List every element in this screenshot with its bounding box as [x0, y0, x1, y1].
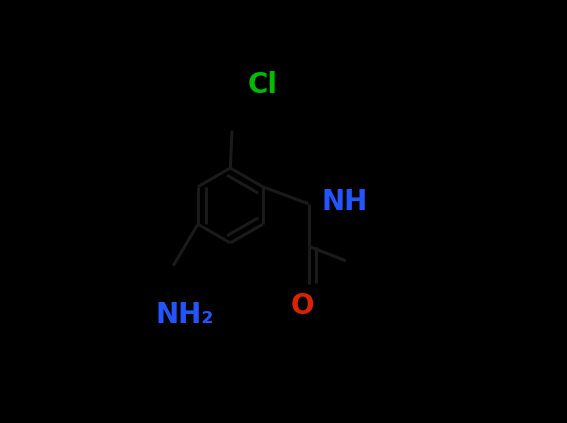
- Text: O: O: [290, 292, 314, 321]
- Text: NH: NH: [321, 188, 368, 216]
- Text: NH₂: NH₂: [155, 301, 214, 329]
- Text: Cl: Cl: [248, 71, 278, 99]
